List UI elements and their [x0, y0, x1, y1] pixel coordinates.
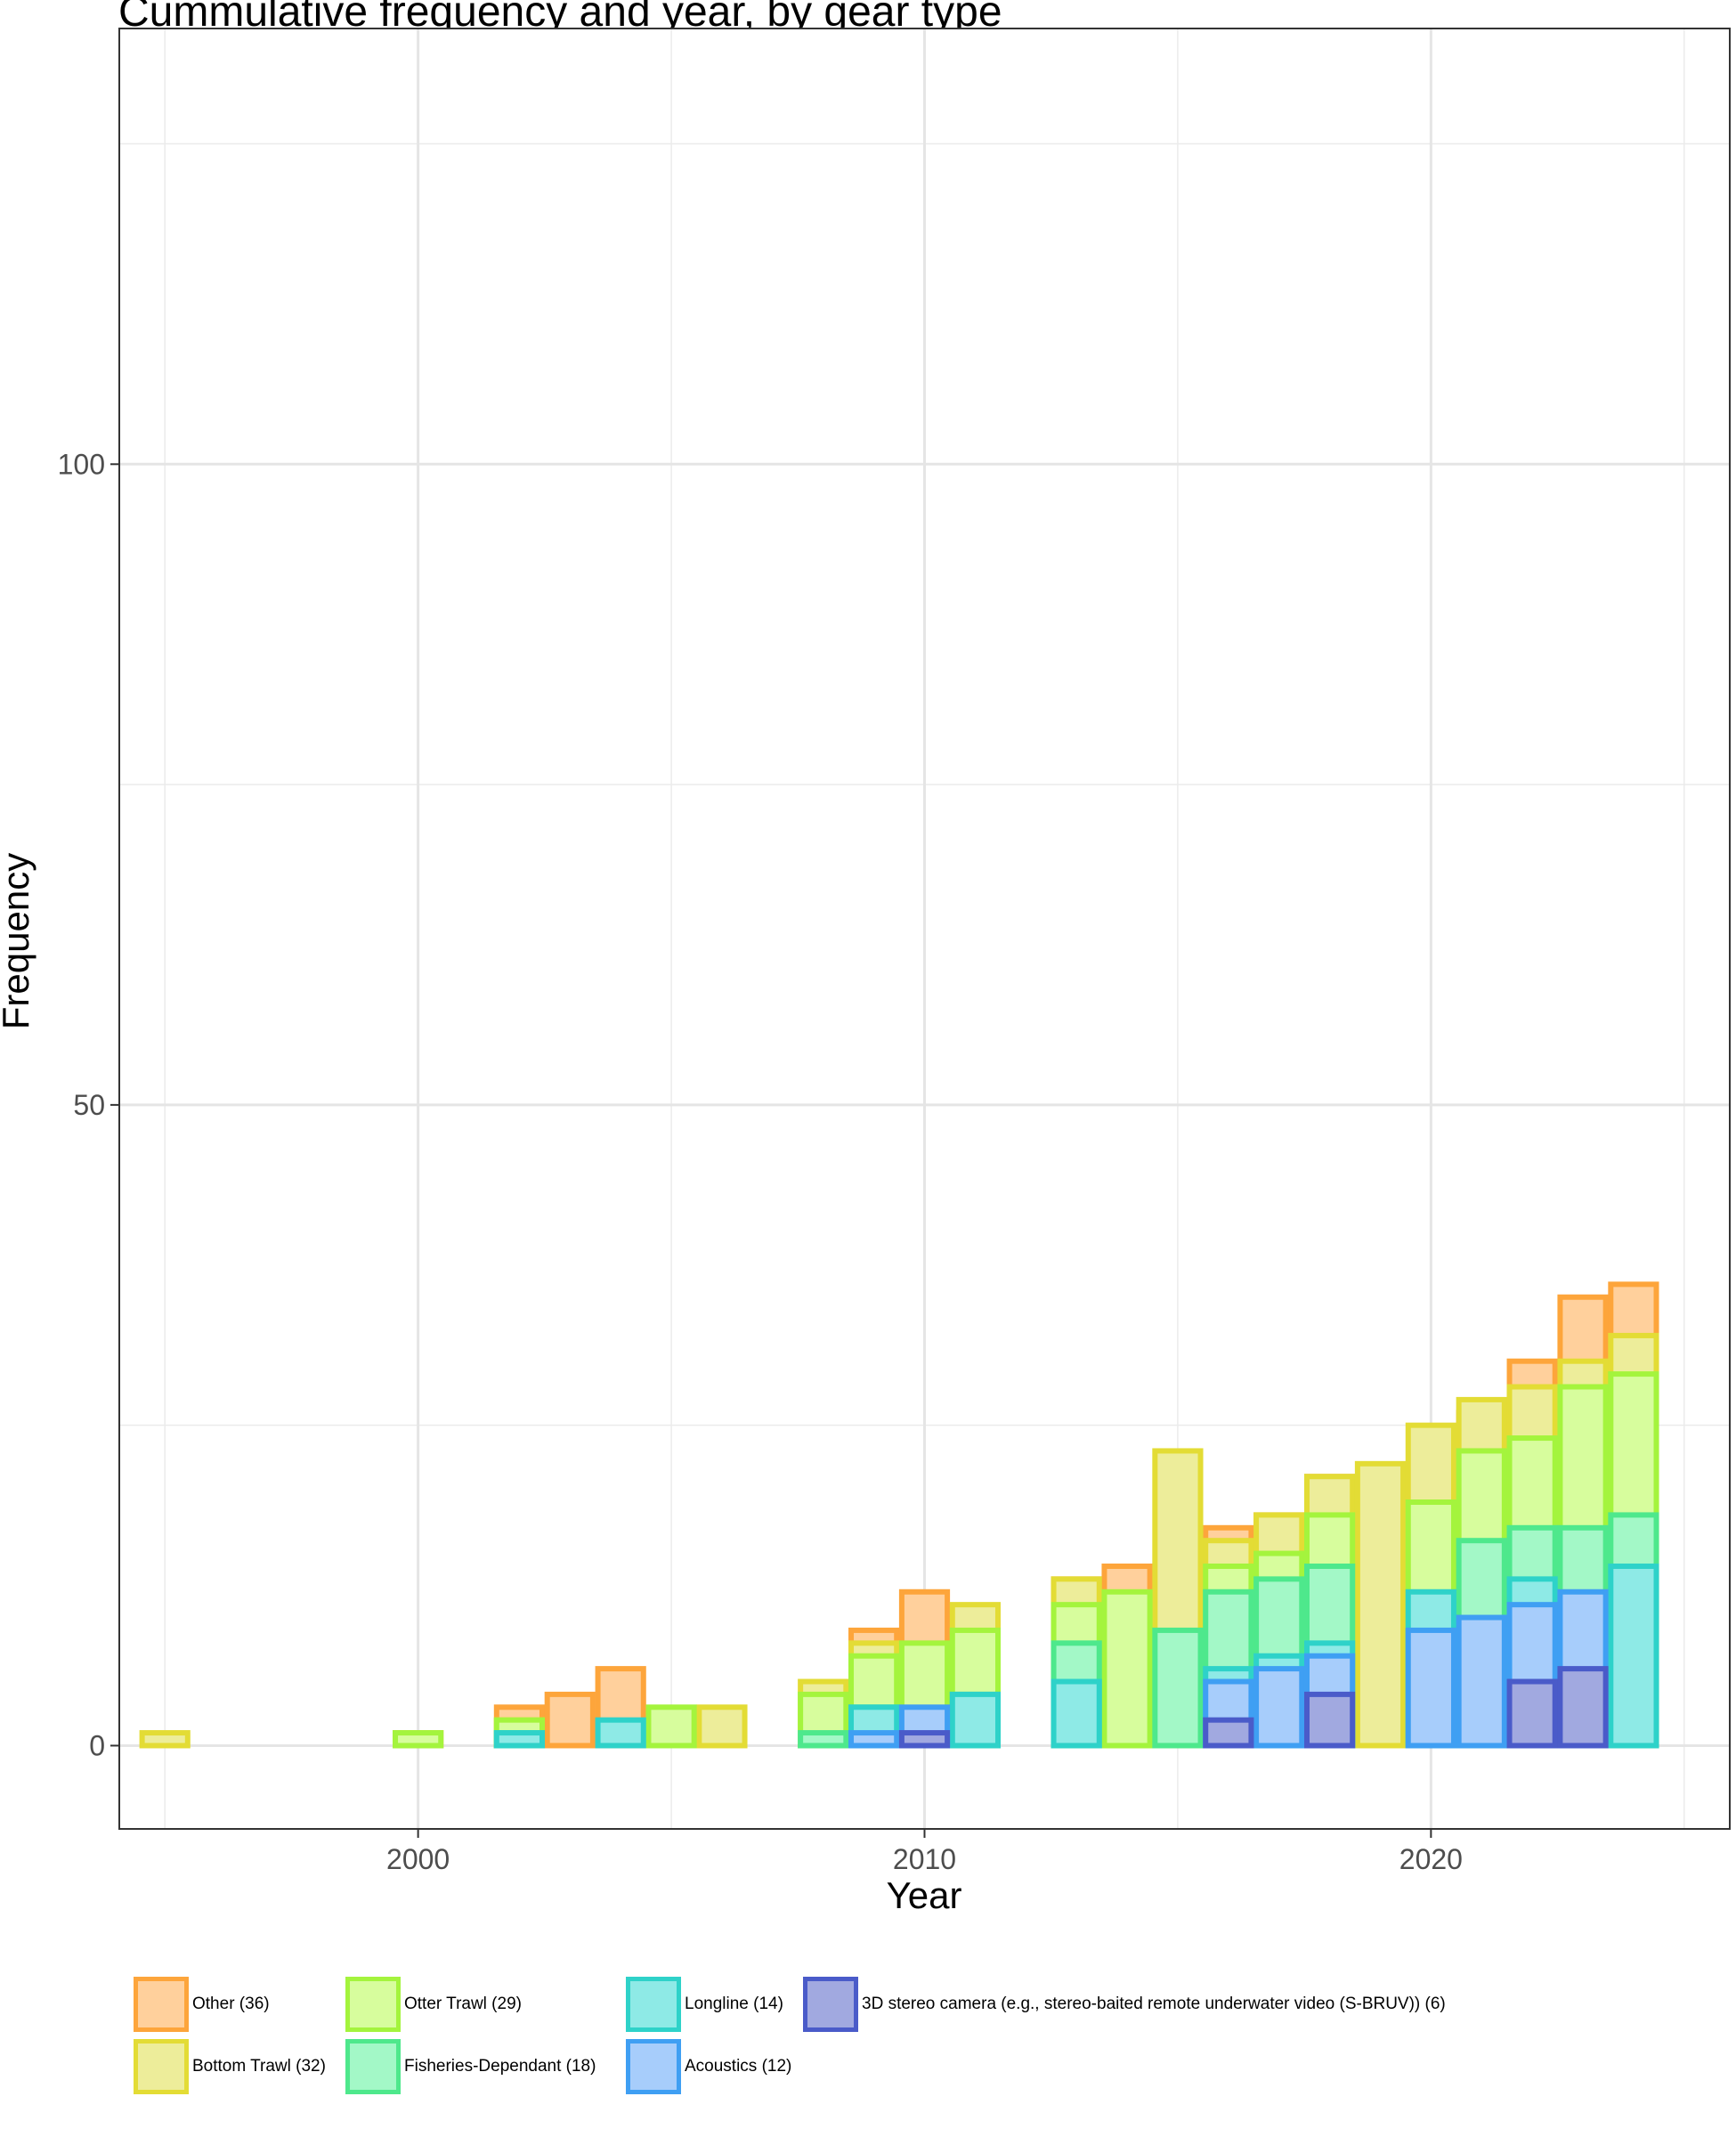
bar-otter-trawl-2005	[645, 1704, 697, 1749]
x-tick-label: 2010	[893, 1843, 956, 1875]
bar-3d-stereo-camera-2010	[898, 1730, 951, 1749]
legend-key-swatch	[345, 2039, 401, 2094]
legend-label: Bottom Trawl (32)	[192, 2057, 326, 2076]
legend-item: Acoustics (12)	[626, 2037, 791, 2096]
legend-key-swatch	[345, 1977, 401, 2032]
legend-label: Other (36)	[192, 1995, 270, 2013]
bar-acoustics-2020	[1405, 1627, 1456, 1749]
bar-other-2003	[544, 1691, 596, 1749]
axes: 2000 2010 2020 0 50 100	[58, 448, 1463, 1875]
legend-item: Fisheries-Dependant (18)	[345, 2037, 596, 2096]
legend-item: Bottom Trawl (32)	[134, 2037, 326, 2096]
legend-label: Otter Trawl (29)	[404, 1995, 522, 2013]
bar-acoustics-2009	[848, 1730, 900, 1749]
plot-area: 2000 2010 2020 0 50 100 Year Frequency	[0, 28, 1731, 1916]
x-axis-title: Year	[887, 1874, 962, 1916]
x-tick-label: 2000	[386, 1843, 450, 1875]
y-tick-label: 0	[89, 1729, 105, 1761]
bar-longline-2013	[1051, 1678, 1102, 1749]
legend-label: Longline (14)	[685, 1995, 783, 2013]
bar-3d-stereo-camera-2018	[1303, 1691, 1356, 1749]
bar-acoustics-2021	[1456, 1614, 1507, 1749]
y-axis-title: Frequency	[0, 853, 37, 1029]
bar-3d-stereo-camera-2023	[1557, 1666, 1609, 1749]
legend-item: Longline (14)	[626, 1975, 783, 2034]
legend-label: 3D stereo camera (e.g., stereo-baited re…	[862, 1995, 1446, 2013]
bar-layer	[139, 1281, 1659, 1749]
bar-3d-stereo-camera-2016	[1203, 1717, 1254, 1749]
legend-item: 3D stereo camera (e.g., stereo-baited re…	[803, 1975, 1446, 2034]
bar-longline-2024	[1608, 1563, 1659, 1749]
legend: Other (36) Bottom Trawl (32) Otter Trawl (…	[134, 1975, 1718, 2117]
y-tick-label: 50	[73, 1089, 105, 1121]
y-tick-label: 100	[58, 448, 105, 480]
bar-longline-2002	[493, 1730, 546, 1749]
x-tick-label: 2020	[1399, 1843, 1463, 1875]
bar-fisheries-dependant-2008	[798, 1730, 849, 1749]
legend-key-swatch	[134, 2039, 189, 2094]
bar-longline-2011	[949, 1691, 1001, 1749]
bar-bottom-trawl-1995	[139, 1730, 191, 1749]
legend-key-swatch	[803, 1977, 858, 2032]
bar-otter-trawl-2014	[1101, 1589, 1153, 1749]
legend-key-swatch	[626, 2039, 681, 2094]
legend-key-swatch	[134, 1977, 189, 2032]
legend-item: Other (36)	[134, 1975, 270, 2034]
bar-fisheries-dependant-2015	[1152, 1627, 1204, 1749]
bar-3d-stereo-camera-2022	[1506, 1678, 1558, 1749]
bar-bottom-trawl-2006	[696, 1704, 748, 1749]
legend-label: Fisheries-Dependant (18)	[404, 2057, 596, 2076]
legend-item: Otter Trawl (29)	[345, 1975, 522, 2034]
bar-bottom-trawl-2019	[1354, 1460, 1407, 1749]
legend-key-swatch	[626, 1977, 681, 2032]
bar-acoustics-2017	[1253, 1666, 1305, 1749]
bar-otter-trawl-2000	[393, 1730, 444, 1749]
bar-longline-2004	[595, 1717, 646, 1749]
legend-label: Acoustics (12)	[685, 2057, 792, 2076]
